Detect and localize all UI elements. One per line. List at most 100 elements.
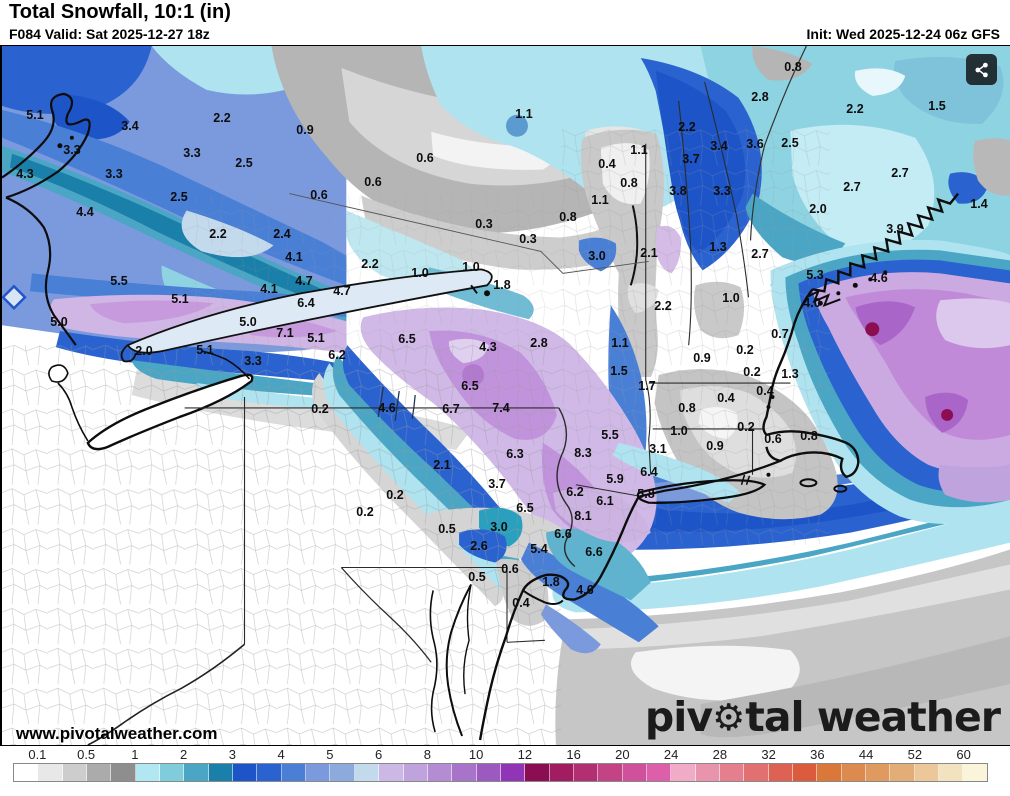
colorbar-tick-label: 32 (761, 747, 776, 762)
map-value-label: 5.1 (26, 108, 44, 122)
map-value-label: 0.9 (693, 351, 711, 365)
map-value-label: 3.6 (746, 137, 764, 151)
colorbar-cell (671, 764, 696, 781)
map-value-label: 6.1 (596, 494, 614, 508)
snowfall-map: 5.1 3.4 2.2 0.9 1.1 2.2 2.8 0.8 2.2 1.5 3.3 3.3 2.5 4… (0, 45, 1010, 746)
map-value-label: 3.0 (490, 520, 508, 534)
map-value-label: 6.3 (506, 447, 524, 461)
map-value-label: 4.4 (76, 205, 94, 219)
map-value-label: 6.6 (585, 545, 603, 559)
colorbar-tick-label: 5 (326, 747, 334, 762)
map-value-label: 1.1 (515, 107, 533, 121)
map-value-label: 5.0 (50, 315, 68, 329)
map-value-label: 2.2 (209, 227, 227, 241)
map-value-label: 0.8 (678, 401, 696, 415)
map-value-label: 0.9 (706, 439, 724, 453)
colorbar-tick-label: 52 (907, 747, 923, 762)
map-value-label: 3.7 (488, 477, 506, 491)
lake-ontario (126, 268, 493, 354)
map-value-label: 2.2 (846, 102, 864, 116)
map-value-label: 1.1 (591, 193, 609, 207)
map-value-label: 0.8 (784, 60, 802, 74)
diamond-marker (2, 284, 27, 311)
map-value-label: 4.7 (295, 274, 313, 288)
colorbar-cell (452, 764, 477, 781)
map-value-label: 1.5 (610, 364, 628, 378)
map-value-label: 1.7 (638, 379, 656, 393)
map-value-label: 0.6 (310, 188, 328, 202)
map-value-label: 2.2 (654, 299, 672, 313)
colorbar-tick-label: 6 (375, 747, 383, 762)
colorbar-cell (525, 764, 550, 781)
map-value-label: 4.3 (479, 340, 497, 354)
colorbar-tick-label: 44 (858, 747, 874, 762)
colorbar-tick-label: 8 (423, 747, 431, 762)
colorbar-cell (476, 764, 501, 781)
map-value-label: 1.8 (542, 575, 560, 589)
map-value-label: 1.5 (928, 99, 946, 113)
colorbar-cell (135, 764, 161, 781)
map-value-label: 7.4 (492, 401, 510, 415)
map-value-label: 4.7 (333, 284, 351, 298)
map-value-label: 0.3 (475, 217, 493, 231)
colorbar-cell (841, 764, 867, 781)
map-value-label: 6.5 (398, 332, 416, 346)
colorbar-tick-label: 60 (956, 747, 971, 762)
colorbar-cell (866, 764, 891, 781)
gear-icon: ⚙ (712, 696, 746, 739)
map-value-label: 4.6 (576, 583, 594, 597)
niagara-river (201, 350, 251, 380)
title-bar: Total Snowfall, 10:1 (in) F084 Valid: Sa… (0, 0, 1010, 45)
colorbar-cell (427, 764, 453, 781)
colorbar-cell (939, 764, 964, 781)
colorbar-cell (573, 764, 599, 781)
map-value-label: 0.8 (800, 429, 818, 443)
colorbar-tick-label: 0.1 (28, 747, 47, 762)
colorbar-footer: 0.1 0.5 1 2 3 4 5 6 8 10 12 16 20 24 28 32 36 44 52 60 (0, 746, 1010, 796)
map-value-label: 0.6 (501, 562, 519, 576)
state-borders (87, 46, 807, 745)
colorbar-cell (38, 764, 63, 781)
map-value-label: 6.2 (328, 348, 346, 362)
lake-erie (86, 373, 254, 451)
map-value-label: 0.2 (743, 365, 761, 379)
map-value-label: 6.5 (461, 379, 479, 393)
map-value-label: 5.1 (196, 343, 214, 357)
map-value-label: 0.6 (364, 175, 382, 189)
map-value-label: 8.1 (574, 509, 592, 523)
colorbar-cell (379, 764, 404, 781)
colorbar-cell (233, 764, 258, 781)
colorbar-tick-label: 3 (228, 747, 236, 762)
map-value-label: 5.8 (637, 487, 655, 501)
map-value-label: 1.4 (970, 197, 988, 211)
map-value-label: 8.3 (574, 446, 592, 460)
colorbar-cell (354, 764, 380, 781)
colorbar-cell (963, 764, 987, 781)
colorbar-tick-label: 10 (468, 747, 484, 762)
logo-text-post: tal weather (745, 693, 1001, 741)
map-value-label: 0.7 (771, 327, 789, 341)
colorbar-cell (500, 764, 526, 781)
map-value-label: 4.6 (378, 401, 396, 415)
map-value-label: 1.3 (781, 367, 799, 381)
map-value-label: 4.1 (260, 282, 278, 296)
map-value-label: 2.5 (235, 156, 253, 170)
share-button[interactable] (966, 54, 997, 85)
colorbar-cell (160, 764, 185, 781)
lake-champlain (629, 205, 639, 286)
map-value-label: 3.9 (886, 222, 904, 236)
map-title: Total Snowfall, 10:1 (in) (9, 1, 231, 23)
colorbar-tick-label: 24 (663, 747, 679, 762)
colorbar-tick-label: 4 (277, 747, 285, 762)
map-value-label: 0.6 (416, 151, 434, 165)
colorbar-cell (184, 764, 209, 781)
map-value-label: 3.4 (121, 119, 139, 133)
share-icon (974, 62, 988, 77)
colorbar-cell (208, 764, 234, 781)
colorbar-cell (817, 764, 842, 781)
map-value-label: 0.5 (438, 522, 456, 536)
colorbar-tick-label: 36 (810, 747, 825, 762)
colorbar-cell (719, 764, 745, 781)
map-value-label: 2.7 (751, 247, 769, 261)
